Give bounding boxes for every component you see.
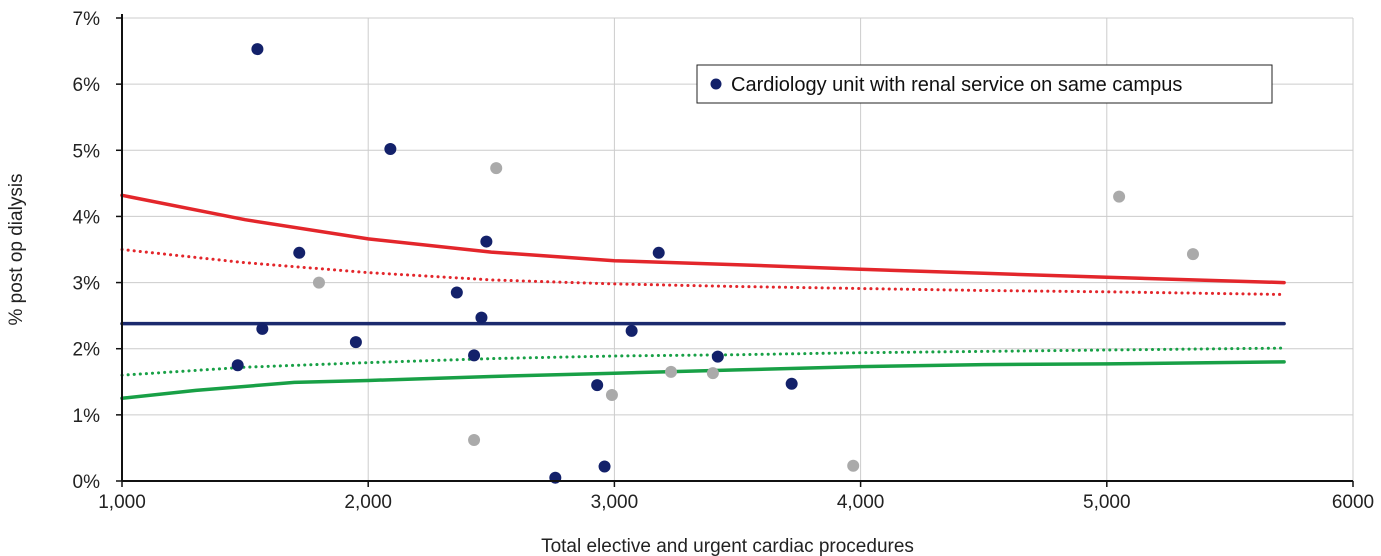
data-point-12 [598,460,611,473]
data-point-21 [665,365,678,378]
x-tick-label: 5,000 [1083,492,1131,513]
line-dotted-2 [120,248,1286,296]
data-point-0 [251,43,264,56]
x-tick-label: 4,000 [837,492,885,513]
data-point-24 [1113,190,1126,203]
y-tick-label: 4% [73,207,101,228]
data-point-8 [475,311,488,324]
data-point-2 [256,322,269,335]
y-axis-label: % post op dialysis [6,173,27,325]
data-point-20 [605,389,618,402]
data-point-23 [847,459,860,472]
legend-box [696,64,1273,104]
legend-entry: Cardiology unit with renal service on sa… [731,74,1182,96]
x-tick-label: 6000 [1332,492,1374,513]
data-point-4 [349,336,362,349]
x-axis-label: Total elective and urgent cardiac proced… [541,536,914,556]
data-point-19 [490,162,503,175]
axes [116,14,1354,487]
y-tick-label: 7% [73,9,101,30]
x-tick-label: 2,000 [344,492,392,513]
x-tick-label: 1,000 [98,492,146,513]
data-points [231,43,1199,484]
data-point-11 [591,379,604,392]
data-point-5 [384,142,397,155]
data-point-9 [480,235,493,248]
line-solid-1 [120,193,1286,285]
data-point-14 [652,246,665,259]
y-tick-label: 0% [73,472,101,493]
line-dotted-4 [120,346,1286,377]
y-tick-label: 2% [73,340,101,361]
data-point-13 [625,324,638,337]
legend-marker [710,78,722,90]
reference-lines [120,193,1286,401]
data-point-6 [450,286,463,299]
x-tick-labels: 1,000 2,000 3,000 4,000 5,000 6000 [98,492,1374,513]
x-tick-label: 3,000 [591,492,639,513]
data-point-22 [706,367,719,380]
data-point-1 [231,359,244,372]
y-tick-label: 3% [73,274,101,295]
data-point-3 [293,246,306,259]
data-point-15 [711,350,724,363]
data-point-17 [312,276,325,289]
data-point-16 [785,377,798,390]
y-tick-labels: 0% 1% 2% 3% 4% 5% 6% 7% [73,9,101,493]
y-tick-label: 6% [73,75,101,96]
data-point-7 [468,349,481,362]
y-tick-label: 1% [73,406,101,427]
data-point-18 [468,433,481,446]
legend: Cardiology unit with renal service on sa… [696,64,1273,104]
y-tick-label: 5% [73,141,101,162]
data-point-25 [1186,248,1199,261]
line-solid-3 [120,360,1286,401]
